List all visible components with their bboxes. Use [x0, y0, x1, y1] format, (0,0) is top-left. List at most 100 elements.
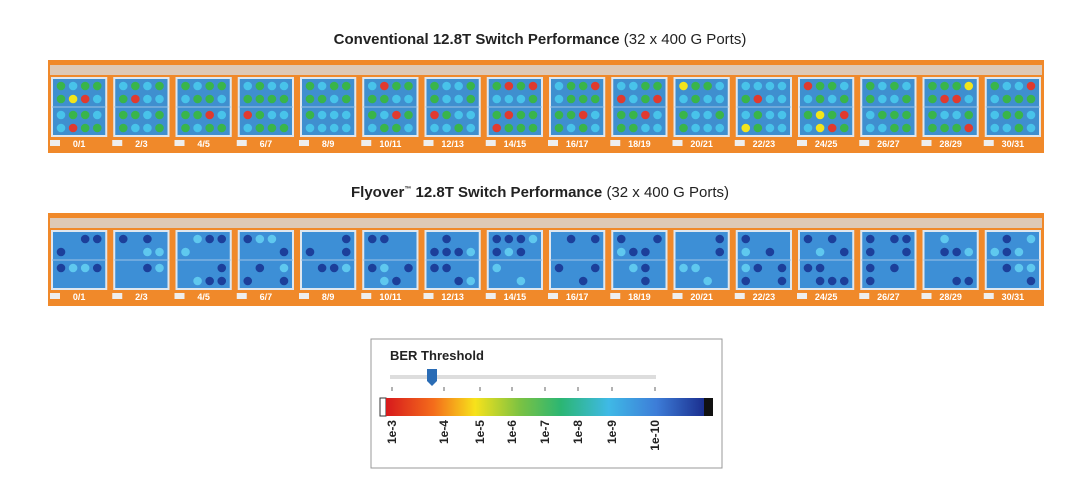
- ber-dot: [641, 263, 650, 273]
- ber-dot: [902, 110, 911, 120]
- ber-dot: [578, 81, 588, 91]
- ber-dot: [827, 94, 837, 104]
- ber-dot: [516, 247, 526, 257]
- ber-dot: [367, 110, 377, 120]
- ber-dot: [554, 94, 564, 104]
- slider-thumb[interactable]: [427, 369, 437, 386]
- ber-dot: [380, 81, 389, 91]
- ber-dot: [155, 110, 164, 120]
- ber-dot: [466, 81, 476, 91]
- ber-dot: [442, 247, 451, 257]
- ber-dot: [305, 123, 315, 133]
- ber-dot: [1026, 110, 1036, 120]
- ber-dot: [765, 123, 775, 133]
- ber-dot: [890, 234, 899, 244]
- ber-dot: [865, 94, 875, 104]
- port-tab: [921, 293, 932, 299]
- ber-dot: [765, 110, 775, 120]
- port-tab: [361, 140, 372, 146]
- ber-dot: [430, 94, 439, 104]
- ber-dot: [205, 110, 214, 120]
- ber-dot: [865, 123, 875, 133]
- ber-dot: [205, 81, 214, 91]
- ber-dot: [181, 110, 190, 120]
- ber-dot: [341, 110, 351, 120]
- ber-dot: [392, 110, 401, 120]
- ber-dot: [492, 123, 502, 133]
- ber-dot: [715, 94, 725, 104]
- ber-dot: [430, 247, 439, 257]
- ber-dot: [952, 123, 961, 133]
- ber-dot: [1014, 94, 1024, 104]
- ber-dot: [305, 110, 315, 120]
- ber-dot: [803, 110, 813, 120]
- port-label: 16/17: [566, 292, 589, 302]
- ber-dot: [928, 110, 937, 120]
- ber-dot: [703, 123, 712, 133]
- ber-dot: [741, 123, 751, 133]
- ber-dot: [80, 110, 90, 120]
- ber-dot: [741, 94, 751, 104]
- ber-dot: [442, 81, 451, 91]
- ber-dot: [243, 123, 253, 133]
- ber-dot: [815, 276, 825, 286]
- ber-dot: [404, 110, 413, 120]
- ber-dot: [715, 123, 725, 133]
- ber-dot: [815, 263, 825, 273]
- ber-dot: [317, 94, 327, 104]
- ber-dot: [466, 123, 476, 133]
- ber-dot: [940, 123, 949, 133]
- ber-dot: [653, 123, 662, 133]
- ber-dot: [703, 110, 712, 120]
- ber-dot: [492, 81, 502, 91]
- port-tab: [548, 293, 558, 299]
- ber-dot: [679, 263, 688, 273]
- ber-dot: [217, 276, 227, 286]
- ber-dot: [815, 81, 825, 91]
- ber-dot: [380, 110, 389, 120]
- ber-dot: [341, 234, 351, 244]
- ber-dot: [629, 123, 638, 133]
- port-label: 26/27: [877, 139, 900, 149]
- port-tab: [299, 293, 309, 299]
- title-sub: (32 x 400 G Ports): [623, 31, 747, 48]
- ber-dot: [243, 110, 253, 120]
- ber-dot: [492, 263, 502, 273]
- port-label: 6/7: [260, 292, 273, 302]
- ber-dot: [653, 94, 662, 104]
- ber-dot: [1002, 81, 1012, 91]
- ber-dot: [1002, 247, 1012, 257]
- ber-dot: [267, 94, 277, 104]
- ber-dot: [952, 276, 961, 286]
- ber-dot: [516, 123, 526, 133]
- ber-dot: [155, 247, 164, 257]
- ber-dot: [305, 247, 315, 257]
- ber-dot: [181, 81, 190, 91]
- ber-dot: [815, 123, 825, 133]
- port-strip: [50, 218, 1042, 228]
- ber-dot: [466, 94, 476, 104]
- ber-dot: [964, 123, 974, 133]
- ber-dot: [528, 94, 538, 104]
- ber-dot: [1014, 263, 1024, 273]
- port-tab: [797, 293, 807, 299]
- ber-dot: [205, 276, 214, 286]
- ber-dot: [255, 263, 265, 273]
- port-tab: [50, 140, 60, 146]
- port-tab: [672, 140, 683, 146]
- port-label: 2/3: [135, 292, 148, 302]
- ber-dot: [143, 110, 152, 120]
- ber-dot: [404, 263, 413, 273]
- ber-dot: [454, 81, 463, 91]
- ber-dot: [566, 123, 576, 133]
- ber-dot: [839, 110, 849, 120]
- ber-dot: [504, 110, 514, 120]
- ber-dot: [827, 123, 837, 133]
- ber-dot: [92, 81, 102, 91]
- ber-dot: [940, 234, 949, 244]
- ber-dot: [715, 247, 725, 257]
- ber-dot: [279, 110, 289, 120]
- ber-dot: [839, 123, 849, 133]
- ber-dot: [430, 110, 439, 120]
- ber-dot: [56, 81, 66, 91]
